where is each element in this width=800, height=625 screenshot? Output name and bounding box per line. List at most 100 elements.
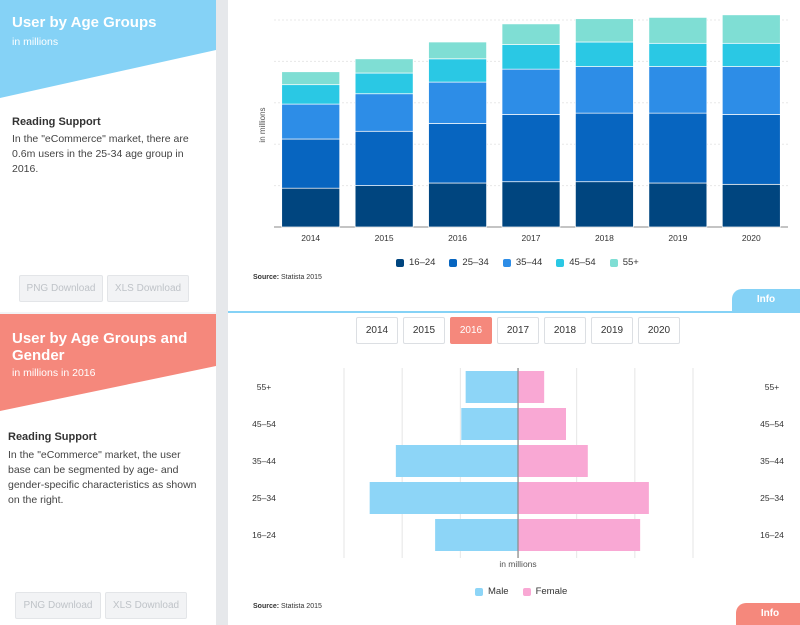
- legend-label: 25–34: [462, 257, 489, 268]
- bar-male-45–54[interactable]: [461, 408, 518, 440]
- bar-2018-0[interactable]: [575, 181, 634, 228]
- year-button-2017[interactable]: 2017: [497, 317, 539, 344]
- bar-2020-1[interactable]: [721, 114, 781, 185]
- bar-male-55+[interactable]: [465, 371, 518, 403]
- bar-male-16–24[interactable]: [435, 519, 518, 551]
- bar-2016-4[interactable]: [428, 41, 487, 60]
- bar-2018-3[interactable]: [575, 41, 634, 67]
- legend-swatch: [502, 258, 511, 267]
- bar-2015-2[interactable]: [354, 93, 414, 132]
- bar-2020-3[interactable]: [721, 42, 781, 67]
- panel1-legend: 16–24 25–34 35–44 45–54 55+: [396, 257, 639, 268]
- x-tick-label: 2014: [301, 233, 320, 243]
- left-category-label: 25–34: [252, 493, 276, 503]
- x-tick-label: 2018: [595, 233, 614, 243]
- bar-2014-2[interactable]: [281, 103, 341, 140]
- panel1-xls-download-button[interactable]: XLS Download: [107, 275, 189, 302]
- y-axis-label: in millions: [258, 107, 267, 142]
- panel1-reading-title: Reading Support: [12, 116, 101, 128]
- bar-2018-1[interactable]: [575, 112, 634, 183]
- bar-2019-2[interactable]: [648, 66, 708, 114]
- bar-2015-0[interactable]: [354, 185, 414, 228]
- legend-item[interactable]: 55+: [609, 257, 639, 268]
- bar-2017-3[interactable]: [501, 44, 561, 70]
- left-category-label: 55+: [257, 382, 271, 392]
- panel2-legend: Male Female: [475, 586, 567, 597]
- left-category-label: 35–44: [252, 456, 276, 466]
- bar-female-45–54[interactable]: [518, 408, 566, 440]
- panel1-chart-area: in millions 2014 2015 2016 2017 2018 2019 2020…: [228, 0, 800, 311]
- panel1-banner: User by Age Groups in millions: [0, 0, 216, 100]
- bar-female-35–44[interactable]: [518, 445, 588, 477]
- bar-2018-4[interactable]: [575, 18, 634, 43]
- panel1-png-download-button[interactable]: PNG Download: [19, 275, 103, 302]
- bar-2020-2[interactable]: [721, 66, 781, 115]
- panel1-banner-shape: [0, 0, 216, 98]
- bar-2015-3[interactable]: [354, 72, 414, 95]
- legend-item[interactable]: Female: [522, 586, 568, 597]
- year-selector: 2014 2015 2016 2017 2018 2019 2020: [356, 317, 680, 344]
- bar-2014-3[interactable]: [281, 84, 341, 105]
- x-tick-label: 2015: [375, 233, 394, 243]
- legend-item[interactable]: 25–34: [449, 257, 489, 268]
- bar-2018-2[interactable]: [575, 66, 634, 114]
- legend-swatch: [556, 258, 565, 267]
- legend-label: 35–44: [515, 257, 543, 268]
- panel1-info-tab[interactable]: Info: [732, 289, 800, 311]
- bar-2016-2[interactable]: [428, 81, 487, 124]
- left-category-label: 45–54: [252, 419, 276, 429]
- panel2-subtitle: in millions in 2016: [12, 367, 96, 379]
- bar-2020-0[interactable]: [721, 183, 781, 228]
- bar-2016-0[interactable]: [428, 182, 487, 228]
- bar-2017-4[interactable]: [501, 23, 561, 45]
- panel2-png-download-button[interactable]: PNG Download: [15, 592, 101, 619]
- panel2-banner: User by Age Groups and Gender in million…: [0, 314, 216, 414]
- bar-female-25–34[interactable]: [518, 482, 649, 514]
- bar-2019-0[interactable]: [648, 182, 708, 228]
- right-category-label: 25–34: [760, 493, 784, 503]
- panel2-info-tab[interactable]: Info: [736, 603, 800, 625]
- year-button-2015[interactable]: 2015: [403, 317, 445, 344]
- bars: [281, 14, 781, 228]
- legend-item[interactable]: Male: [475, 586, 509, 597]
- legend-label: Male: [488, 586, 509, 597]
- legend-item[interactable]: 16–24: [396, 257, 435, 268]
- bar-2017-1[interactable]: [501, 114, 561, 183]
- bar-male-25–34[interactable]: [369, 482, 518, 514]
- bar-2020-4[interactable]: [721, 14, 781, 44]
- x-tick-label: 2020: [742, 233, 761, 243]
- year-button-2018[interactable]: 2018: [544, 317, 586, 344]
- bar-2016-1[interactable]: [428, 123, 487, 184]
- bar-2014-1[interactable]: [281, 138, 341, 189]
- x-tick-label: 2016: [448, 233, 467, 243]
- legend-label: Female: [535, 586, 568, 597]
- right-category-label: 45–54: [760, 419, 784, 429]
- legend-item[interactable]: 45–54: [556, 257, 596, 268]
- bar-female-55+[interactable]: [518, 371, 545, 403]
- legend-label: 55+: [622, 257, 639, 268]
- bar-2014-0[interactable]: [281, 187, 341, 228]
- panel2-banner-shape: [0, 314, 216, 411]
- legend-swatch: [449, 258, 458, 267]
- year-button-2019[interactable]: 2019: [591, 317, 633, 344]
- bar-female-16–24[interactable]: [518, 519, 641, 551]
- bar-2015-4[interactable]: [354, 58, 414, 74]
- year-button-2014[interactable]: 2014: [356, 317, 398, 344]
- bar-2019-4[interactable]: [648, 17, 708, 44]
- bar-2014-4[interactable]: [281, 71, 341, 86]
- panel1-subtitle: in millions: [12, 36, 59, 48]
- bar-2019-1[interactable]: [648, 112, 708, 184]
- bar-2016-3[interactable]: [428, 58, 487, 83]
- legend-item[interactable]: 35–44: [502, 257, 543, 268]
- bar-2019-3[interactable]: [648, 42, 708, 67]
- bar-2015-1[interactable]: [354, 130, 414, 186]
- panel2-xls-download-button[interactable]: XLS Download: [105, 592, 187, 619]
- year-button-2016[interactable]: 2016: [450, 317, 492, 344]
- panel2-title: User by Age Groups and Gender: [12, 330, 188, 364]
- bar-2017-2[interactable]: [501, 68, 561, 115]
- legend-swatch: [522, 587, 531, 596]
- bar-male-35–44[interactable]: [395, 445, 518, 477]
- year-button-2020[interactable]: 2020: [638, 317, 680, 344]
- bar-2017-0[interactable]: [501, 181, 561, 228]
- x-tick-labels: 2014 2015 2016 2017 2018 2019 2020: [301, 233, 761, 243]
